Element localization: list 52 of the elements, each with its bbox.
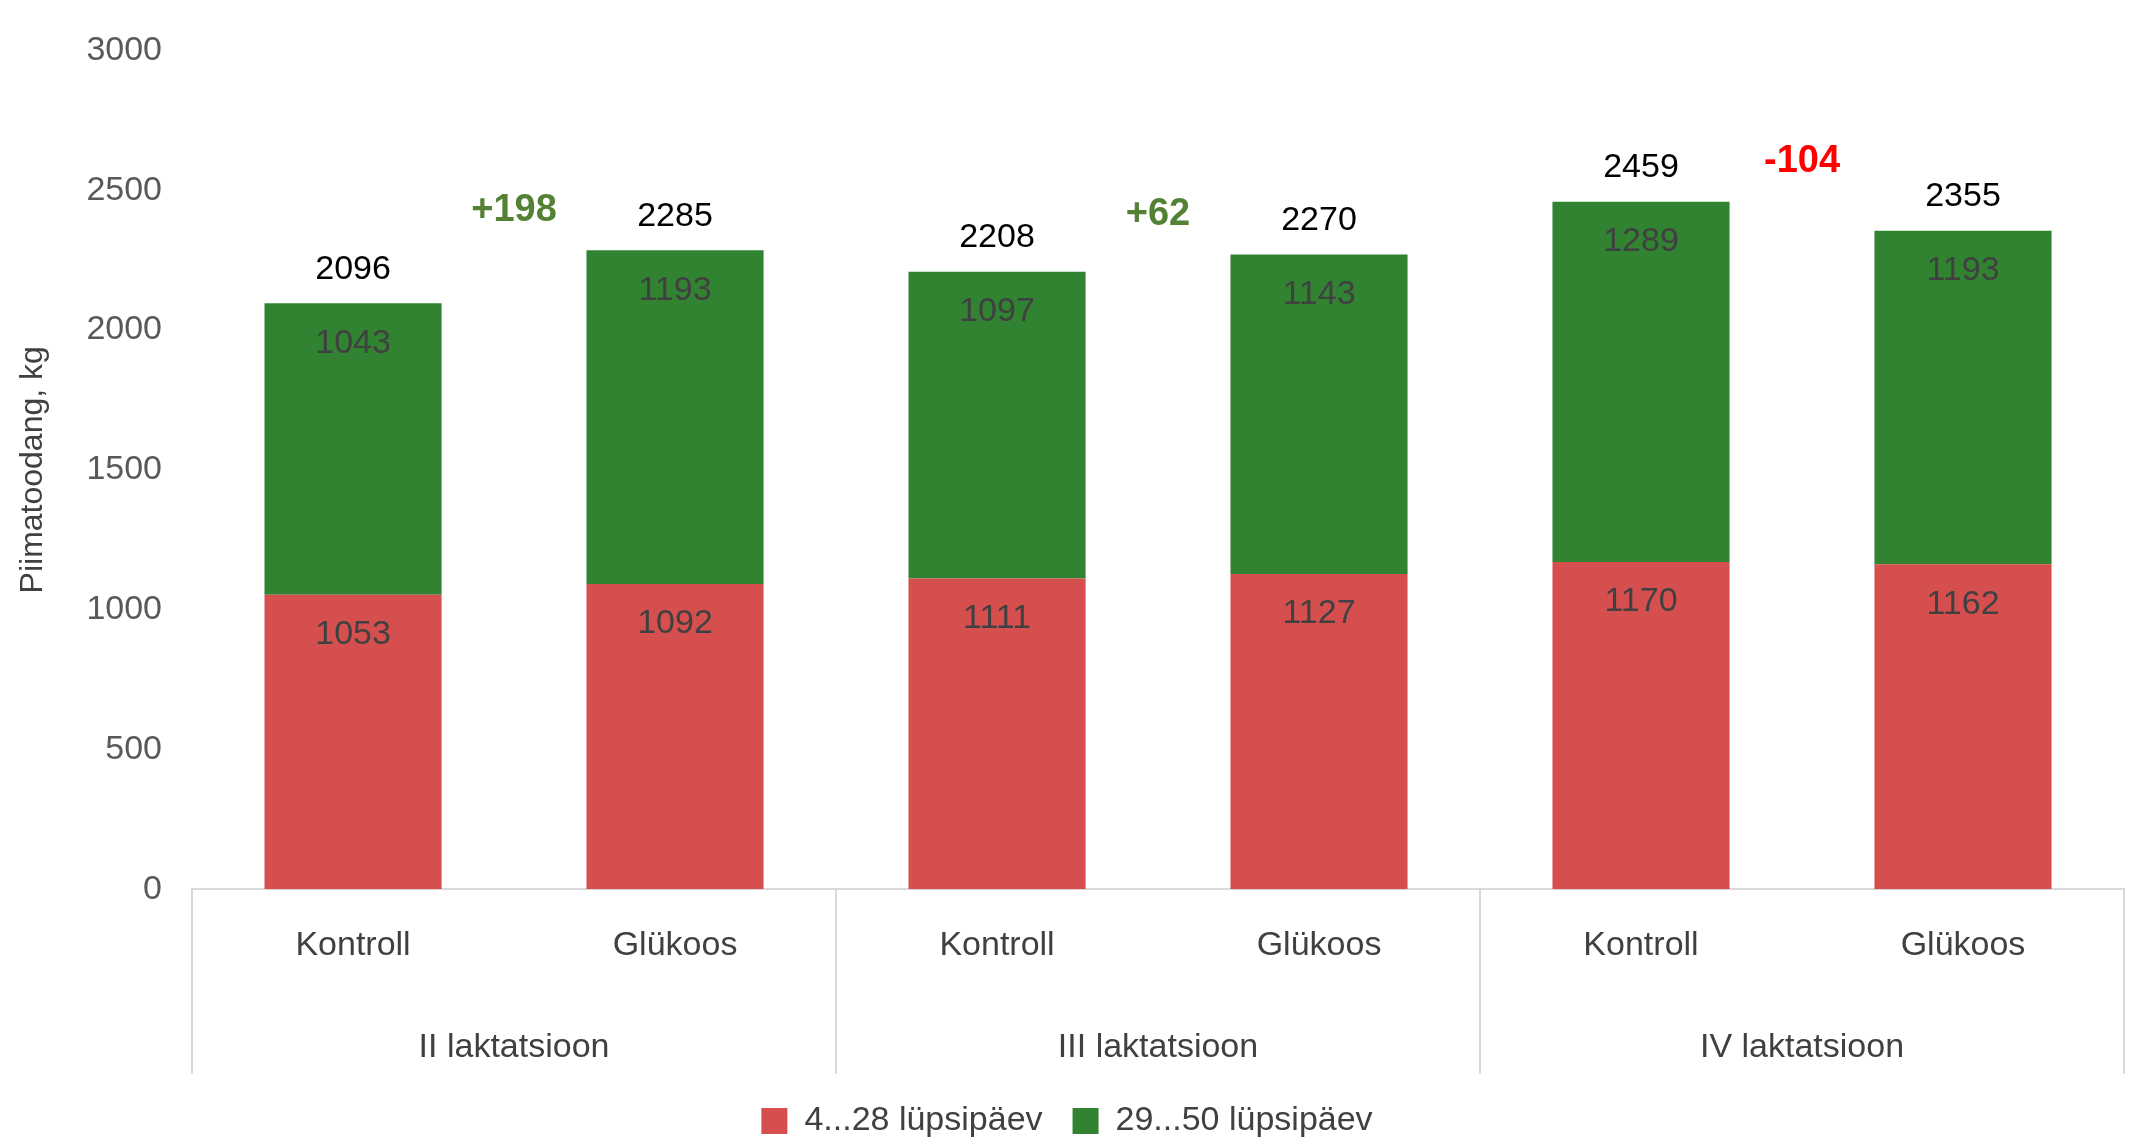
data-label: 1092 — [637, 602, 713, 641]
x-tick-label: Glükoos — [1256, 923, 1382, 962]
total-label: 2459 — [1603, 146, 1679, 185]
data-label: 1097 — [959, 290, 1035, 329]
y-tick-label: 0 — [143, 867, 163, 906]
legend-label: 29...50 lüpsipäev — [1115, 1099, 1373, 1138]
y-axis-title: Piimatoodang, kg — [13, 346, 50, 594]
bar — [1874, 230, 2052, 565]
bar — [908, 578, 1086, 890]
bar — [586, 583, 764, 890]
data-label: 1162 — [1926, 582, 2000, 621]
bar — [1552, 201, 1730, 563]
data-label: 1289 — [1603, 220, 1679, 259]
total-label: 2285 — [637, 194, 713, 233]
bar — [908, 271, 1086, 579]
bar — [1230, 574, 1408, 890]
bar — [586, 250, 764, 584]
annotation: +62 — [1125, 190, 1191, 233]
y-tick-label: 500 — [105, 727, 163, 766]
y-tick-label: 3000 — [86, 28, 163, 67]
text: II laktatsioon — [418, 1026, 610, 1065]
text: IV laktatsioon — [1699, 1026, 1905, 1065]
x-tick-label: Glükoos — [1900, 923, 2026, 962]
legend-label: 4...28 lüpsipäev — [804, 1099, 1043, 1138]
bar — [264, 594, 442, 890]
bar — [1552, 562, 1730, 890]
data-label: 1043 — [315, 321, 391, 360]
annotation: +198 — [471, 186, 557, 229]
data-label: 1193 — [638, 268, 712, 307]
total-label: 2096 — [315, 247, 391, 286]
total-label: 2355 — [1925, 175, 2001, 214]
data-label: 1111 — [962, 596, 1032, 635]
data-label: 1143 — [1282, 272, 1356, 311]
total-label: 2208 — [959, 216, 1035, 255]
x-tick-label: Kontroll — [295, 923, 411, 962]
y-tick-label: 2000 — [86, 308, 163, 347]
total-label: 2270 — [1281, 198, 1357, 237]
data-label: 1170 — [1604, 580, 1678, 619]
annotation: -104 — [1763, 138, 1841, 181]
bar — [264, 303, 442, 595]
data-label: 1193 — [1926, 249, 2000, 288]
bar — [1874, 564, 2052, 890]
y-tick-label: 2500 — [86, 168, 163, 207]
bar — [1230, 254, 1408, 575]
y-tick-label: 1500 — [86, 448, 163, 487]
x-tick-label: Kontroll — [1583, 923, 1699, 962]
data-label: 1053 — [315, 613, 391, 652]
y-tick-label: 1000 — [86, 587, 163, 626]
data-label: 1127 — [1282, 592, 1356, 631]
x-tick-label: Glükoos — [612, 923, 738, 962]
text: III laktatsioon — [1057, 1026, 1259, 1065]
x-tick-label: Kontroll — [939, 923, 1055, 962]
